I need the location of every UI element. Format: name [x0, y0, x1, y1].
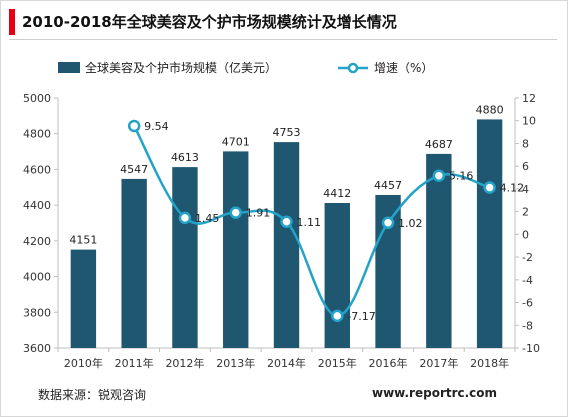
left-tick-label: 5000	[23, 92, 51, 105]
bar	[426, 153, 452, 348]
growth-value-label: 1.45	[195, 212, 220, 225]
x-tick-label: 2016年	[369, 356, 408, 370]
left-tick-label: 4800	[23, 128, 51, 141]
growth-point	[127, 119, 141, 133]
bar-value-label: 4687	[425, 138, 453, 151]
growth-point	[178, 211, 192, 225]
legend-line-label: 增速（%）	[374, 61, 434, 75]
growth-value-label: 1.02	[398, 217, 423, 230]
growth-value-label: 1.91	[246, 207, 271, 220]
bar-value-label: 4151	[69, 234, 97, 247]
title-divider	[9, 39, 557, 40]
x-tick-label: 2014年	[267, 356, 306, 370]
website-label: www.reportrc.com	[372, 386, 498, 400]
x-tick-label: 2013年	[216, 356, 255, 370]
growth-point	[331, 309, 344, 323]
growth-point	[432, 169, 446, 182]
growth-point	[483, 181, 496, 194]
growth-point	[381, 216, 395, 230]
growth-value-label: 5.16	[449, 170, 474, 183]
left-tick-label: 4400	[23, 199, 51, 212]
x-tick-label: 2010年	[64, 356, 103, 370]
right-tick-label: -10	[522, 342, 540, 355]
growth-value-label: 1.11	[297, 216, 322, 229]
right-tick-label: 6	[522, 160, 529, 173]
right-tick-label: 12	[522, 92, 536, 105]
right-tick-label: 0	[522, 228, 529, 241]
bar	[476, 119, 503, 348]
growth-point	[229, 206, 242, 219]
growth-value-label: -7.17	[347, 310, 375, 323]
bar-value-label: 4412	[323, 187, 351, 200]
x-tick-label: 2015年	[318, 356, 357, 370]
legend-line-swatch	[338, 62, 368, 74]
bar	[172, 167, 198, 348]
growth-point	[280, 215, 293, 228]
left-tick-label: 3800	[23, 306, 51, 319]
legend-bar-label: 全球美容及个护市场规模（亿美元）	[85, 61, 278, 75]
right-tick-label: -6	[522, 297, 533, 310]
bar	[324, 203, 350, 348]
bar	[70, 249, 97, 348]
bar	[223, 151, 249, 348]
x-tick-label: 2011年	[115, 356, 154, 370]
right-tick-label: -8	[522, 319, 533, 332]
bar	[121, 178, 147, 348]
left-tick-label: 4600	[23, 163, 51, 176]
source-note: 数据来源：锐观咨询	[38, 388, 147, 402]
legend-bar-swatch	[58, 62, 80, 73]
right-tick-label: -2	[522, 251, 533, 264]
bar	[273, 142, 300, 348]
title-accent-bar	[9, 9, 15, 35]
left-tick-label: 4000	[23, 271, 51, 284]
x-tick-label: 2018年	[470, 356, 509, 370]
bar-value-label: 4880	[476, 103, 504, 116]
left-tick-label: 3600	[23, 342, 51, 355]
left-tick-label: 4200	[23, 235, 51, 248]
growth-value-label: 4.12	[500, 182, 524, 195]
right-tick-label: -4	[522, 274, 533, 287]
right-tick-label: 10	[522, 115, 536, 128]
bar-value-label: 4701	[222, 135, 250, 148]
right-tick-label: 2	[522, 206, 529, 219]
right-tick-label: 4	[522, 183, 529, 196]
x-tick-label: 2017年	[419, 356, 458, 370]
right-tick-label: 8	[522, 137, 529, 150]
bar-value-label: 4547	[120, 163, 148, 176]
growth-value-label: 9.54	[144, 120, 169, 133]
bar-value-label: 4457	[374, 179, 402, 192]
bar-value-label: 4613	[171, 151, 199, 164]
bar-value-label: 4753	[273, 126, 301, 139]
chart-title: 2010-2018年全球美容及个护市场规模统计及增长情况	[22, 13, 397, 31]
x-tick-label: 2012年	[165, 356, 204, 370]
